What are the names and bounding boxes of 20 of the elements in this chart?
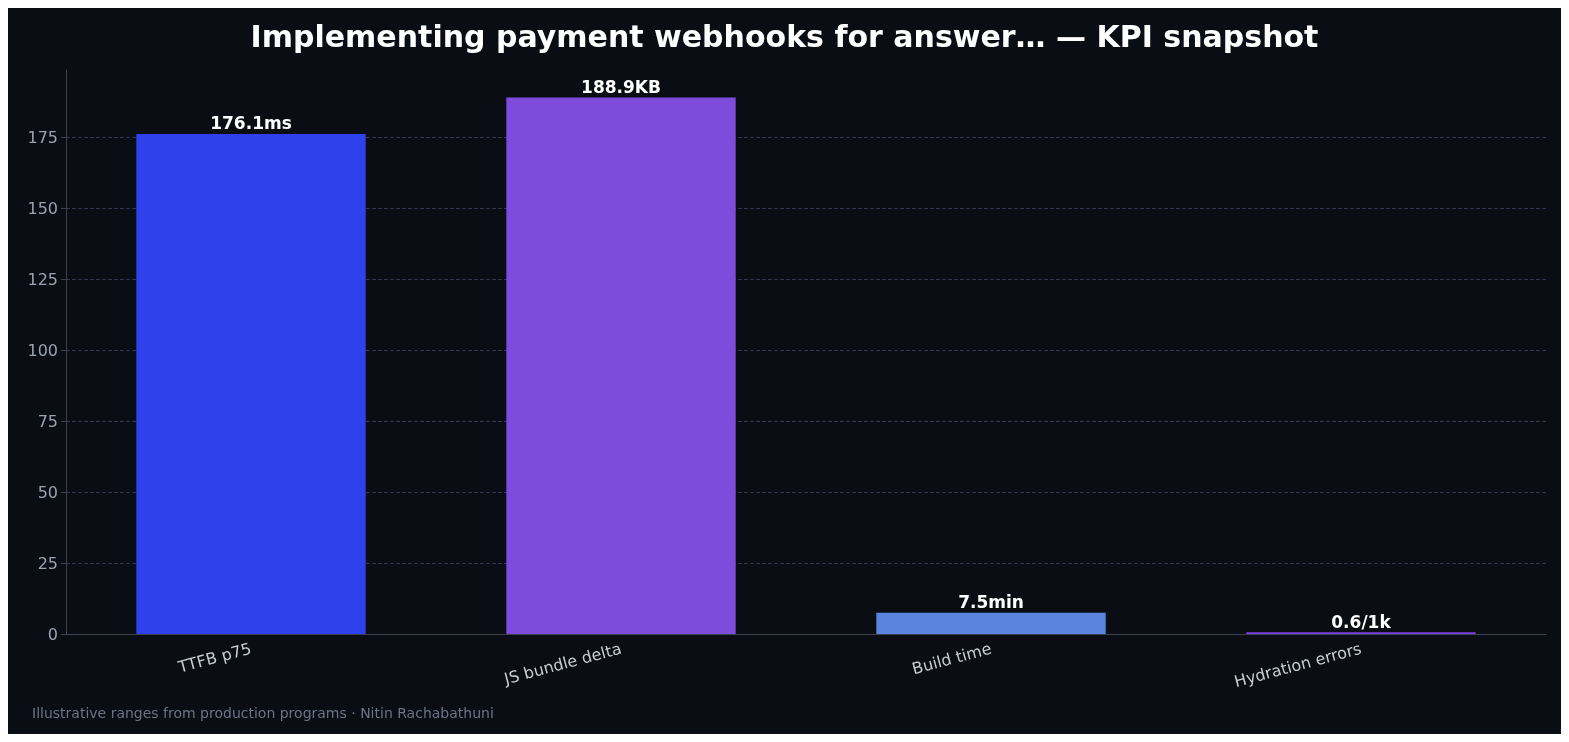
data-label: 188.9KB <box>581 77 661 98</box>
y-tick-label: 100 <box>27 340 58 360</box>
data-label: 0.6/1k <box>1331 611 1392 632</box>
x-tick-label: Build time <box>909 638 994 679</box>
y-tick-label: 0 <box>47 624 58 644</box>
bar <box>876 612 1106 634</box>
y-tick-label: 50 <box>37 482 58 502</box>
chart-title: Implementing payment webhooks for answer… — KPI snapshot <box>250 18 1319 54</box>
text: Illustrative ranges from production programs · Nitin Rachabathuni <box>32 705 494 721</box>
data-label: 7.5min <box>958 592 1024 613</box>
y-tick-label: 75 <box>37 411 58 431</box>
bar <box>506 97 736 634</box>
x-tick-label: JS bundle delta <box>501 638 624 689</box>
x-tick-label: TTFB p75 <box>175 638 254 677</box>
y-tick-label: 150 <box>27 198 58 218</box>
y-tick-label: 175 <box>27 127 58 147</box>
data-label: 176.1ms <box>210 113 292 134</box>
y-tick-label: 125 <box>27 269 58 289</box>
bar <box>136 133 366 634</box>
y-tick-label: 25 <box>37 553 58 573</box>
